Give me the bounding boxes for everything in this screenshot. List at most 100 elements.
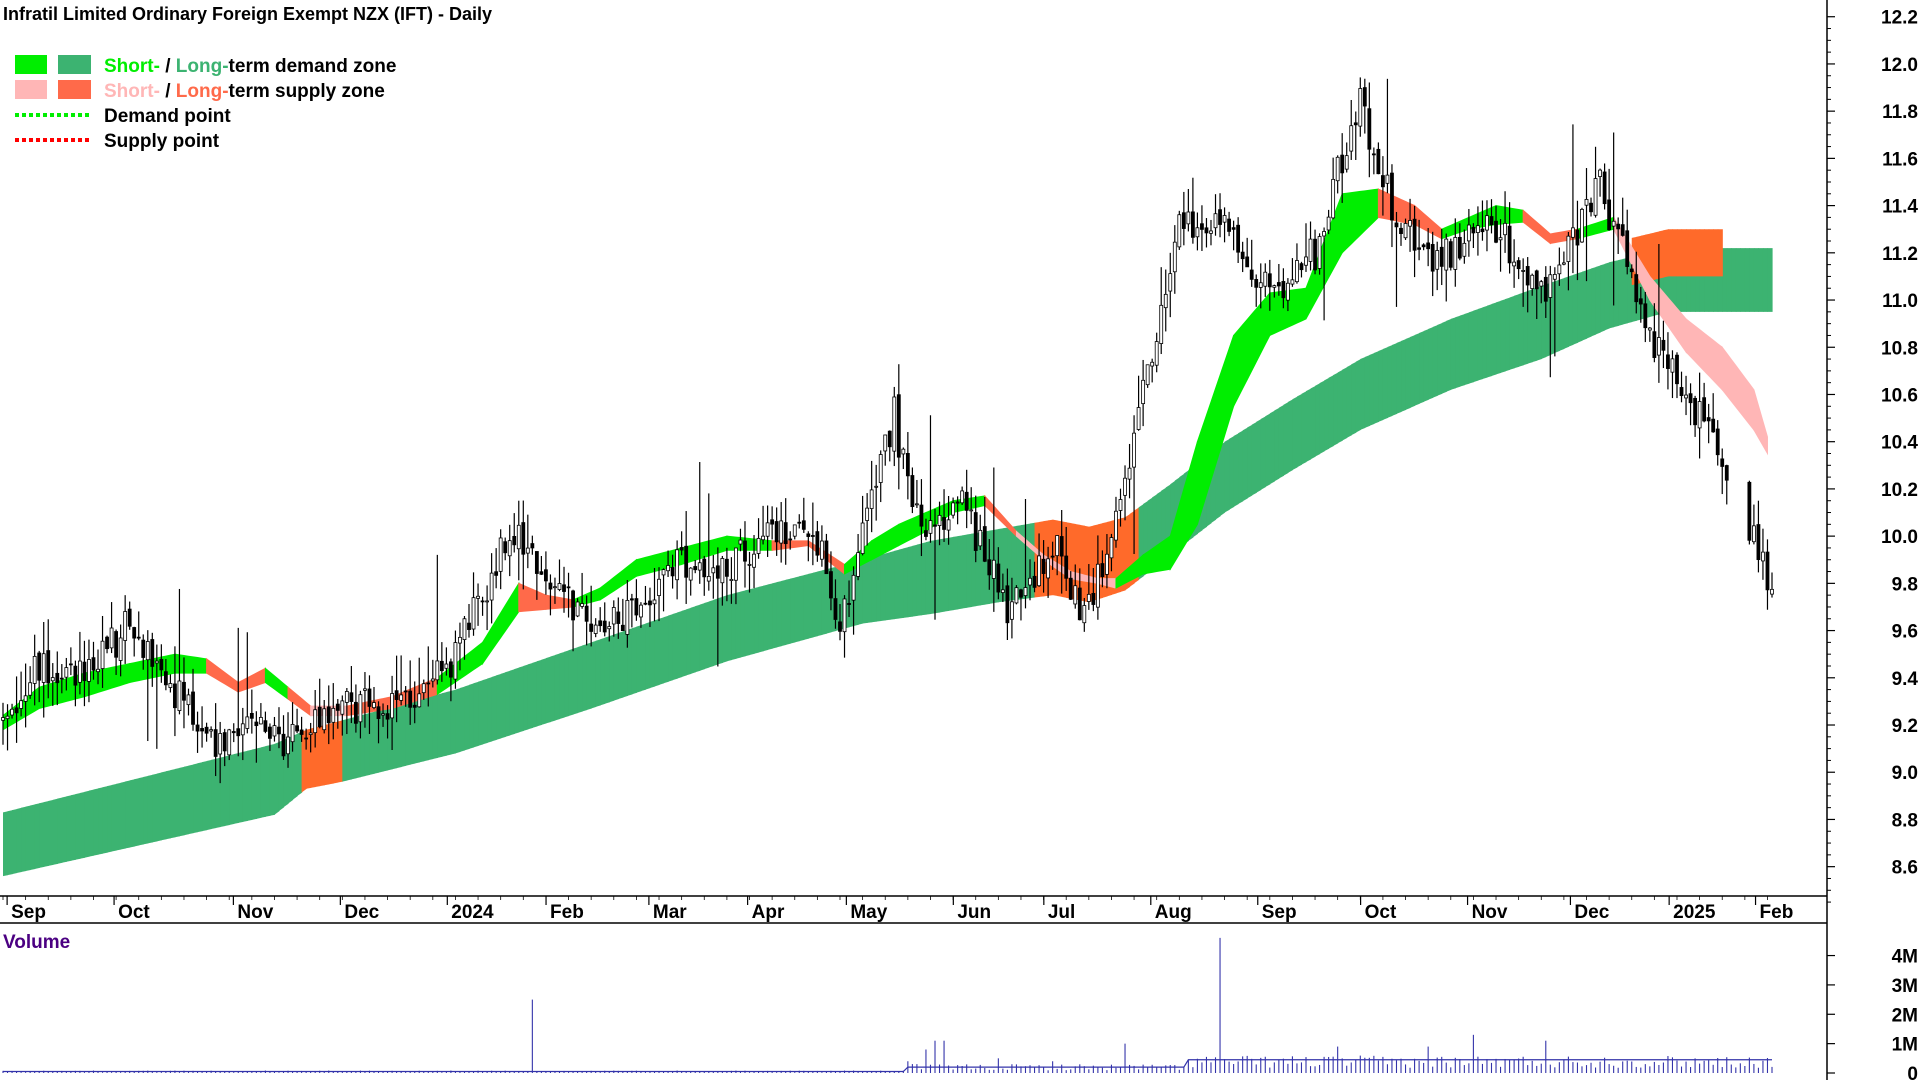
long-term-demand-segment	[1486, 304, 1493, 378]
price-bar-body-down	[1077, 587, 1082, 621]
long-term-demand-segment	[1319, 380, 1325, 454]
long-term-demand-segment	[156, 772, 162, 842]
long-term-supply-segment	[1645, 233, 1651, 282]
long-term-demand-segment	[79, 791, 86, 859]
price-bar-body-up	[23, 695, 28, 702]
price-bar-body-down	[1227, 218, 1231, 232]
price-bar-body-down	[743, 540, 747, 562]
long-term-demand-segment	[224, 755, 230, 826]
price-bar-body-down	[634, 598, 639, 616]
long-term-demand-segment	[1283, 402, 1289, 476]
long-term-demand-segment	[179, 766, 185, 837]
long-term-demand-segment	[211, 758, 217, 830]
price-bar-body-up	[1105, 553, 1109, 575]
price-bar-body-up	[1344, 155, 1349, 170]
price-bar-body-up	[1168, 273, 1173, 292]
price-bar-body-up	[946, 519, 951, 531]
price-bar-body-up	[720, 558, 725, 584]
long-term-demand-segment	[30, 804, 36, 870]
price-bar-body-down	[620, 624, 625, 632]
price-bar-body-down	[1756, 524, 1761, 561]
price-bar-body-down	[987, 559, 992, 576]
price-bar-body-down	[942, 517, 946, 530]
price-tick-label: 11.0	[1882, 291, 1918, 312]
price-bar-body-up	[792, 524, 797, 537]
long-term-supply-segment	[1672, 229, 1678, 277]
long-term-demand-segment	[1622, 257, 1628, 325]
long-term-demand-segment	[573, 647, 579, 715]
price-bar-body-up	[625, 599, 630, 635]
volume-tick-label: 1M	[1892, 1035, 1918, 1056]
long-term-demand-segment	[183, 765, 190, 836]
price-bar-body-up	[553, 586, 557, 589]
price-bar-body-up	[498, 537, 503, 572]
long-term-demand-segment	[1477, 307, 1484, 381]
long-term-demand-segment	[989, 529, 995, 604]
price-bar-body-up	[1444, 238, 1449, 271]
long-term-demand-segment	[1523, 290, 1529, 366]
long-term-demand-segment	[396, 704, 402, 769]
price-bar-body-up	[1331, 178, 1336, 219]
price-bar-body-down	[1245, 256, 1250, 268]
price-bar-body-down	[494, 571, 499, 576]
price-bar-body-down	[1064, 555, 1069, 579]
long-term-demand-segment	[1305, 388, 1312, 462]
price-bar-body-down	[1652, 331, 1657, 358]
price-bar-body-down	[1236, 224, 1241, 253]
long-term-demand-segment	[7, 810, 13, 876]
price-bar-body-up	[1295, 260, 1299, 283]
long-term-demand-segment	[491, 675, 497, 742]
price-bar-body-down	[127, 608, 132, 627]
price-bar-body-up	[1503, 222, 1507, 236]
price-bar-body-down	[806, 533, 811, 537]
price-bar-body-down	[1679, 387, 1684, 397]
long-term-demand-segment	[1364, 355, 1370, 428]
long-term-demand-segment	[767, 583, 773, 650]
price-bar-body-up	[123, 611, 128, 641]
price-bar-body-down	[403, 690, 408, 693]
long-term-supply-segment	[306, 728, 312, 789]
long-term-demand-segment	[505, 670, 511, 737]
price-tick-label: 8.6	[1892, 858, 1918, 879]
price-bar-body-down	[774, 521, 779, 543]
long-term-demand-segment	[265, 745, 271, 817]
price-bar-body-down	[200, 728, 204, 732]
price-bar-body-up	[1308, 238, 1313, 262]
price-bar-body-down	[548, 582, 553, 590]
volume-tick-label: 3M	[1892, 976, 1918, 997]
long-term-demand-segment	[1260, 416, 1266, 490]
long-term-demand-segment	[1572, 273, 1579, 345]
price-bar-body-up	[1172, 241, 1177, 273]
long-term-demand-segment	[803, 573, 809, 640]
price-bar-body-up	[1209, 230, 1213, 234]
date-tick-label: Oct	[1365, 902, 1397, 923]
price-bar-body-up	[1485, 215, 1489, 231]
price-bar-body-down	[1426, 242, 1431, 250]
price-bar-body-down	[173, 683, 177, 709]
long-term-demand-segment	[256, 747, 262, 819]
long-term-demand-segment	[722, 595, 728, 663]
long-term-demand-segment	[523, 664, 529, 731]
long-term-demand-segment	[1007, 526, 1013, 602]
price-bar-body-up	[1095, 563, 1100, 608]
long-term-demand-segment	[668, 614, 674, 682]
long-term-supply-segment	[328, 722, 334, 785]
price-bar-body-down	[1181, 212, 1186, 229]
long-term-demand-segment	[129, 779, 135, 848]
price-bar-body-down	[1471, 226, 1476, 234]
long-term-demand-segment	[790, 577, 796, 644]
price-bar-body-up	[1222, 215, 1227, 223]
volume-panel: Volume 4M 3M 2M 1M 0	[2, 923, 1918, 1080]
price-bar-body-down	[1254, 279, 1259, 288]
price-bar-body-up	[1349, 125, 1354, 152]
price-bar-body-up	[779, 520, 784, 544]
long-term-demand-segment	[1396, 341, 1402, 414]
price-bar-body-up	[1335, 156, 1340, 182]
price-tick-label: 10.6	[1881, 385, 1918, 406]
long-term-demand-segment	[469, 683, 475, 749]
long-term-demand-segment	[564, 650, 570, 718]
price-bar-body-up	[363, 688, 367, 691]
price-bar-body-down	[68, 663, 73, 666]
long-term-demand-segment	[93, 788, 99, 856]
long-term-demand-segment	[1229, 436, 1235, 510]
